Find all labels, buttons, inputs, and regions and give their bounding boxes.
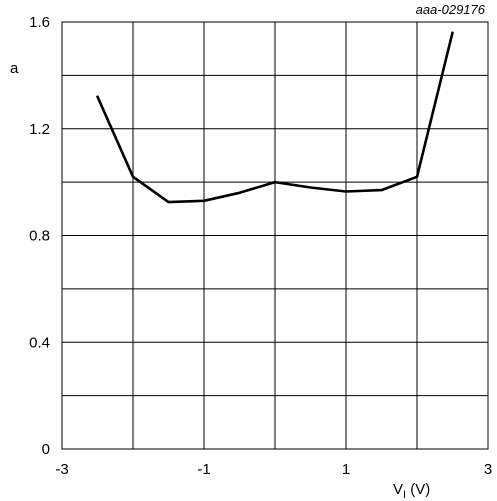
y-tick-label: 0 bbox=[42, 441, 50, 458]
x-tick-label: -3 bbox=[55, 461, 68, 478]
x-axis-label-subscript: I bbox=[403, 489, 406, 501]
x-axis-label: VI (V) bbox=[393, 481, 430, 501]
x-tick-label: 1 bbox=[342, 461, 350, 478]
y-tick-labels: 0 0.4 0.8 1.2 1.6 bbox=[29, 14, 50, 458]
plot-frame bbox=[61, 21, 489, 450]
x-tick-labels: -3 -1 1 3 bbox=[55, 461, 492, 478]
series-layer bbox=[96, 31, 454, 204]
series-line bbox=[96, 31, 454, 204]
y-tick-label: 1.2 bbox=[29, 121, 50, 138]
y-axis-label: a bbox=[10, 60, 19, 77]
y-tick-label: 0.4 bbox=[29, 334, 50, 351]
y-tick-label: 1.6 bbox=[29, 14, 50, 31]
x-axis-label-unit: (V) bbox=[406, 481, 430, 498]
x-tick-label: -1 bbox=[197, 461, 210, 478]
chart-reference: aaa-029176 bbox=[416, 2, 486, 17]
grid bbox=[62, 22, 488, 449]
y-tick-label: 0.8 bbox=[29, 228, 50, 245]
x-tick-label: 3 bbox=[484, 461, 492, 478]
x-axis-label-main: V bbox=[393, 481, 403, 498]
